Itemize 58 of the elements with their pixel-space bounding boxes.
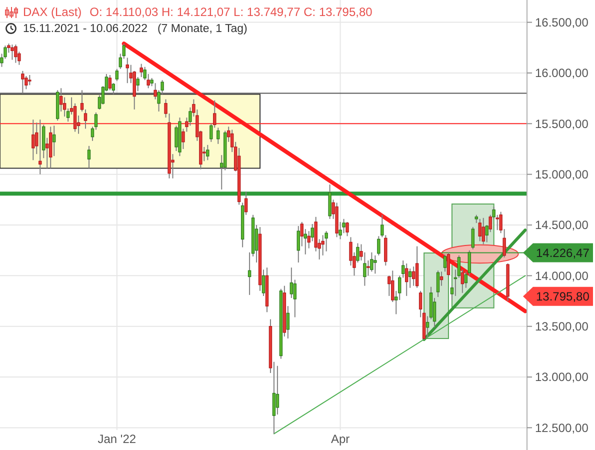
candlestick	[126, 57, 129, 84]
candlestick	[377, 236, 380, 256]
candlestick	[286, 306, 290, 340]
chart-subtitle: O: 14.110,03 H: 14.121,07 L: 13.749,77 C: 13.795,80	[90, 5, 373, 19]
candlestick	[206, 144, 210, 161]
y-tick-label: 15.000,00	[535, 168, 589, 182]
candlestick	[296, 226, 300, 263]
y-tick-label: 13.500,00	[535, 320, 589, 334]
candlestick	[28, 74, 32, 86]
candlestick	[321, 234, 324, 256]
y-tick-label: 16.000,00	[535, 66, 589, 80]
candlestick	[87, 145, 91, 169]
candlestick	[412, 266, 416, 286]
candlestick	[108, 74, 112, 91]
y-tick-label: 13.000,00	[535, 370, 589, 384]
x-tick-label: Jan '22	[98, 432, 136, 446]
candlestick	[10, 44, 14, 60]
candlestick	[415, 246, 419, 288]
candlestick	[478, 218, 482, 242]
candlestick	[446, 252, 450, 278]
candlestick	[21, 70, 24, 94]
candlestick	[471, 226, 475, 250]
candlestick	[115, 68, 119, 82]
annotation: 15.11.2021 - 10.06.2022	[23, 23, 148, 35]
candlestick	[370, 252, 374, 272]
candlestick	[443, 254, 447, 272]
candlestick	[276, 365, 280, 416]
candlestick	[482, 217, 485, 245]
candlestick	[346, 221, 349, 237]
candlestick	[52, 125, 56, 157]
candlestick	[32, 119, 35, 161]
candlestick	[436, 270, 440, 298]
y-tick-label: 15.500,00	[535, 116, 589, 131]
candlestick	[404, 263, 408, 296]
candlestick	[384, 234, 388, 266]
candlestick	[363, 252, 366, 286]
candlestick	[136, 76, 140, 92]
y-tick-label: 12.500,00	[535, 420, 589, 435]
y-tick-label: 14.500,00	[535, 218, 589, 232]
candlestick	[408, 268, 412, 288]
candlestick	[174, 125, 178, 152]
candlestick	[324, 230, 328, 252]
x-tick-label: Apr	[330, 432, 350, 446]
candlestick	[216, 127, 220, 144]
candlestick	[440, 271, 444, 286]
candlestick	[366, 260, 370, 276]
chart-title: DAX (Last)	[23, 5, 82, 19]
y-tick-label: 16.500,00	[535, 15, 589, 30]
candlestick	[14, 44, 18, 64]
annotation: (7 Monate, 1 Tag)	[157, 23, 248, 35]
data-label: 14.226,47	[536, 246, 590, 260]
candlestick	[38, 119, 42, 175]
candlestick	[328, 184, 332, 220]
candlestick	[374, 254, 377, 274]
candlestick	[140, 63, 143, 78]
text: 13.795,80	[536, 290, 590, 304]
y-tick-label: 14.000,00	[535, 268, 589, 283]
candlestick	[272, 361, 276, 434]
